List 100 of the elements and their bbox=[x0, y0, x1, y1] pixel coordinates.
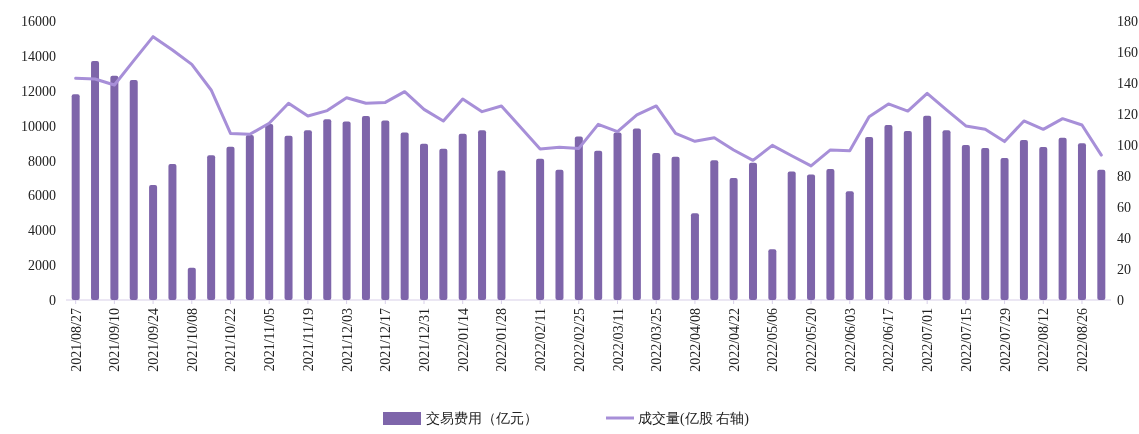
bar bbox=[884, 125, 893, 300]
y2-tick-label: 160 bbox=[1117, 45, 1138, 60]
bar bbox=[1077, 143, 1086, 300]
bar bbox=[149, 185, 158, 300]
x-tick-label: 2021/12/03 bbox=[339, 308, 355, 372]
bar bbox=[168, 163, 177, 300]
x-tick-label: 2022/07/29 bbox=[997, 308, 1013, 372]
bar bbox=[729, 177, 738, 300]
y-tick-label: 2000 bbox=[28, 258, 56, 274]
bar bbox=[342, 121, 351, 300]
bar bbox=[400, 132, 409, 300]
y-tick-label: 0 bbox=[49, 293, 56, 308]
x-tick-label: 2022/06/03 bbox=[842, 308, 858, 372]
line-series bbox=[74, 35, 1103, 168]
bar bbox=[91, 61, 100, 300]
x-tick-label: 2021/11/19 bbox=[300, 308, 316, 372]
y2-tick-label: 0 bbox=[1117, 293, 1124, 308]
bar bbox=[594, 150, 603, 300]
x-tick-label: 2022/06/17 bbox=[881, 308, 897, 372]
x-tick-label: 2021/12/17 bbox=[378, 308, 394, 372]
bar bbox=[1039, 147, 1048, 300]
bar bbox=[903, 131, 912, 300]
x-tick-label: 2022/01/28 bbox=[494, 308, 510, 372]
x-tick-label: 2021/09/10 bbox=[107, 308, 123, 372]
bar bbox=[110, 75, 119, 300]
bar bbox=[245, 135, 254, 300]
bar bbox=[420, 143, 429, 300]
y2-tick-label: 100 bbox=[1117, 138, 1138, 153]
bar bbox=[613, 132, 622, 300]
x-tick-label: 2021/11/05 bbox=[262, 308, 278, 372]
x-tick-label: 2022/04/22 bbox=[726, 308, 742, 372]
bar bbox=[845, 191, 854, 300]
y-tick-label: 10000 bbox=[21, 118, 56, 134]
x-tick-label: 2022/04/08 bbox=[687, 308, 703, 372]
bar bbox=[129, 80, 138, 300]
bar bbox=[71, 94, 80, 300]
bar bbox=[226, 146, 235, 300]
x-tick-label: 2022/07/01 bbox=[920, 308, 936, 372]
bar bbox=[187, 267, 196, 300]
bar bbox=[652, 153, 661, 300]
bar bbox=[961, 144, 970, 300]
bar bbox=[439, 148, 448, 300]
bar bbox=[458, 133, 467, 300]
bar bbox=[632, 128, 641, 300]
y2-tick-label: 20 bbox=[1117, 262, 1131, 277]
y2-tick-label: 180 bbox=[1117, 14, 1138, 29]
y-tick-label: 6000 bbox=[28, 188, 56, 204]
x-tick-label: 2022/02/11 bbox=[533, 308, 549, 372]
x-tick-label: 2021/12/31 bbox=[417, 308, 433, 372]
legend-label: 交易费用（亿元） bbox=[426, 411, 538, 426]
bar bbox=[942, 130, 951, 300]
bar bbox=[361, 116, 370, 300]
x-tick-label: 2022/08/26 bbox=[1074, 308, 1090, 372]
bar bbox=[536, 158, 545, 300]
legend-label: 成交量(亿股 右轴) bbox=[638, 411, 750, 427]
x-tick-label: 2022/03/25 bbox=[649, 308, 665, 372]
bar bbox=[923, 115, 932, 300]
bar bbox=[807, 174, 816, 300]
x-tick-label: 2022/05/20 bbox=[804, 308, 820, 372]
bar bbox=[787, 171, 796, 300]
bar bbox=[1000, 158, 1009, 300]
x-tick-label: 2022/05/06 bbox=[765, 308, 781, 372]
bar bbox=[1097, 169, 1106, 300]
bar bbox=[284, 135, 293, 300]
bar bbox=[574, 136, 583, 300]
bar bbox=[826, 169, 835, 300]
bar bbox=[555, 169, 564, 300]
y2-tick-label: 120 bbox=[1117, 107, 1138, 122]
x-tick-label: 2022/03/11 bbox=[610, 308, 626, 372]
bar bbox=[768, 249, 777, 300]
x-tick-label: 2021/08/27 bbox=[68, 308, 84, 372]
bar bbox=[478, 130, 487, 300]
bar bbox=[303, 130, 312, 300]
y2-tick-label: 80 bbox=[1117, 169, 1131, 184]
y2-tick-label: 140 bbox=[1117, 76, 1138, 91]
x-tick-label: 2022/07/15 bbox=[958, 308, 974, 372]
bar bbox=[748, 162, 757, 300]
y-tick-label: 14000 bbox=[21, 48, 56, 64]
y-tick-label: 16000 bbox=[21, 14, 56, 29]
bar bbox=[1058, 137, 1067, 300]
x-tick-label: 2021/10/22 bbox=[223, 308, 239, 372]
x-tick-label: 2021/09/24 bbox=[146, 308, 162, 372]
x-tick-label: 2021/10/08 bbox=[184, 308, 200, 372]
bar bbox=[207, 155, 216, 300]
bar bbox=[265, 124, 274, 300]
bar bbox=[381, 120, 390, 300]
bar bbox=[497, 170, 506, 300]
y-tick-label: 12000 bbox=[21, 83, 56, 99]
x-tick-label: 2022/02/25 bbox=[571, 308, 587, 372]
x-tick-label: 2022/08/12 bbox=[1036, 308, 1052, 372]
bar bbox=[690, 213, 699, 300]
y2-tick-label: 40 bbox=[1117, 231, 1131, 246]
bar bbox=[671, 156, 680, 300]
bar bbox=[323, 119, 332, 300]
x-tick-label: 2022/01/14 bbox=[455, 308, 471, 372]
y2-tick-label: 60 bbox=[1117, 200, 1131, 215]
bar bbox=[865, 136, 874, 300]
bar bbox=[1019, 140, 1028, 300]
y-tick-label: 4000 bbox=[28, 223, 56, 239]
y-tick-label: 8000 bbox=[28, 153, 56, 169]
